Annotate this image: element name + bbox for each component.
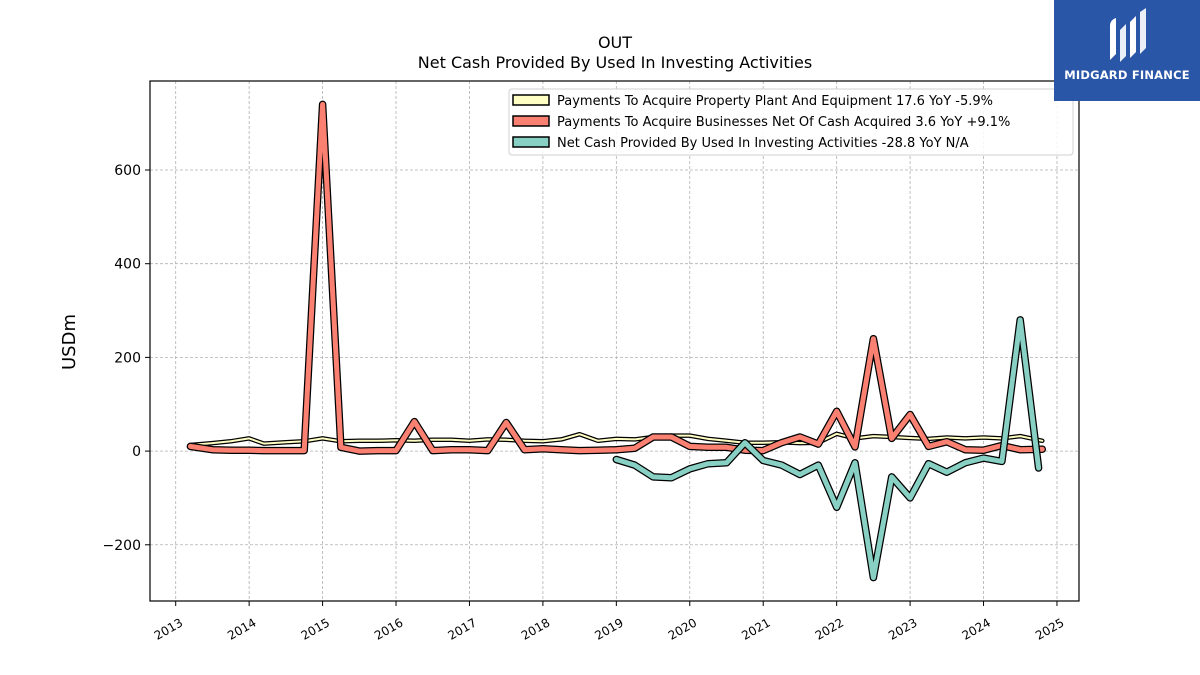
legend-box [508, 88, 1074, 156]
x-tick-label: 2021 [739, 615, 772, 642]
legend-label-2: Net Cash Provided By Used In Investing A… [557, 136, 969, 151]
y-tick-label: 400 [114, 257, 141, 273]
x-tick-label: 2025 [1033, 615, 1066, 642]
chart-title: OUT [598, 33, 632, 52]
legend-swatch-1 [512, 115, 550, 127]
midgard-logo-icon [1110, 8, 1146, 62]
legend-swatch-0 [512, 94, 550, 106]
x-tick-label: 2019 [592, 615, 625, 642]
x-tick-label: 2024 [960, 615, 993, 642]
grid [150, 81, 1079, 601]
y-tick-label: 200 [114, 350, 141, 366]
legend: Payments To Acquire Property Plant And E… [508, 88, 1074, 156]
series-layer [186, 100, 1047, 582]
plot-frame [149, 80, 1080, 602]
x-tick-label: 2016 [372, 615, 405, 642]
y-axis-label: USDm [59, 314, 80, 370]
legend-swatch-2 [512, 136, 550, 148]
x-tick-label: 2015 [299, 615, 332, 642]
axis-ticks: 2013 2014 2015 2016 2017 2018 2019 2020 2021 2022… [103, 163, 1067, 643]
midgard-logo: MIDGARD FINANCE [1054, 0, 1200, 101]
y-tick-label: 600 [114, 163, 141, 179]
x-tick-label: 2022 [813, 615, 846, 642]
chart-subtitle: Net Cash Provided By Used In Investing A… [418, 53, 812, 72]
series-line-0 [189, 432, 1044, 446]
x-tick-label: 2023 [886, 615, 919, 642]
x-tick-label: 2020 [666, 615, 699, 642]
legend-label-0: Payments To Acquire Property Plant And E… [557, 94, 993, 109]
x-tick-label: 2014 [225, 615, 258, 642]
series-line-1 [187, 101, 1045, 454]
x-tick-label: 2018 [519, 615, 552, 642]
series-line-2 [613, 317, 1042, 581]
legend-label-1: Payments To Acquire Businesses Net Of Ca… [557, 115, 1010, 130]
brand-name: MIDGARD FINANCE [1064, 68, 1190, 82]
y-tick-label: 0 [132, 444, 141, 460]
y-tick-label: −200 [103, 538, 141, 554]
x-tick-label: 2017 [446, 615, 479, 642]
x-tick-label: 2013 [152, 615, 185, 642]
